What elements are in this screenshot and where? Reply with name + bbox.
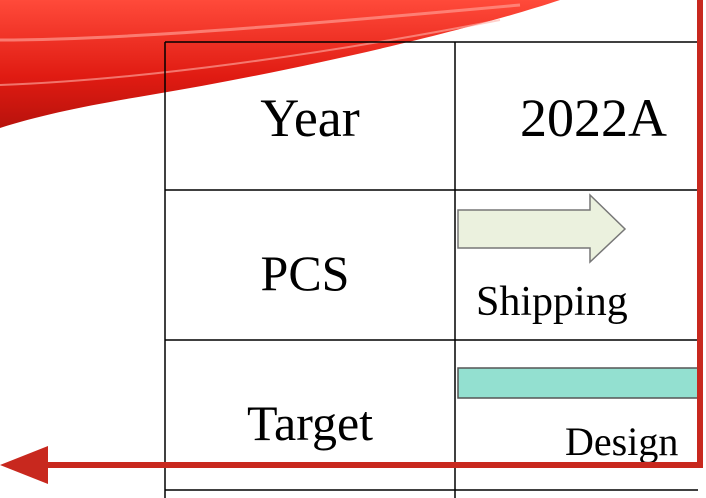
red-swoosh [0, 0, 560, 128]
table: Year 2022A PCS Shipping Target Design [164, 41, 698, 498]
cell: Design [565, 419, 678, 464]
cell: 2022A [520, 88, 667, 148]
design-bar [457, 367, 698, 399]
red-outline-arrow [0, 0, 703, 484]
cell: Shipping [476, 279, 628, 325]
shipping-arrow [457, 193, 627, 264]
cell: PCS [261, 245, 350, 301]
cell: Target [247, 395, 373, 451]
cell: Year [260, 88, 360, 148]
